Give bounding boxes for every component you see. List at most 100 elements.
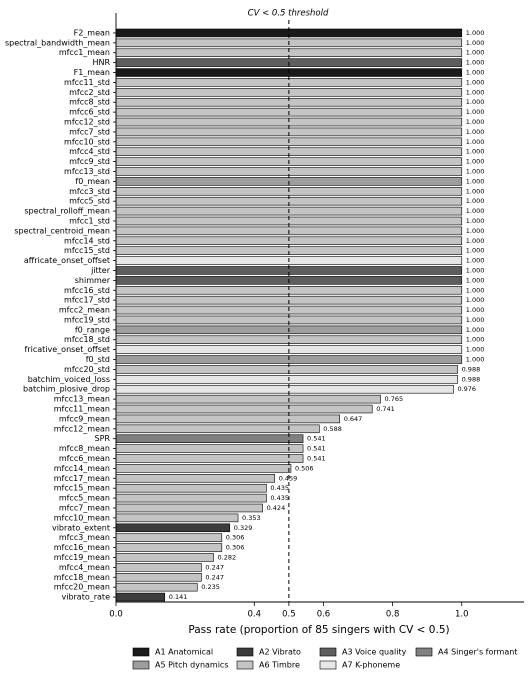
legend-label: A2 Vibrato bbox=[259, 648, 301, 657]
bar bbox=[115, 533, 223, 542]
value-label: 0.247 bbox=[205, 563, 224, 571]
y-tick-label: mfcc14_std bbox=[64, 236, 110, 245]
bar bbox=[115, 404, 373, 414]
bar bbox=[115, 444, 304, 453]
value-label: 0.541 bbox=[307, 455, 326, 463]
y-tick-label: affricate_onset_offset bbox=[24, 256, 110, 265]
value-label: 1.000 bbox=[466, 306, 485, 314]
bar bbox=[115, 394, 381, 404]
legend-swatch bbox=[236, 647, 254, 657]
value-label: 1.000 bbox=[466, 296, 485, 304]
value-label: 1.000 bbox=[466, 49, 485, 57]
y-tick-label: mfcc16_mean bbox=[54, 543, 110, 552]
value-label: 1.000 bbox=[466, 276, 485, 284]
y-tick-label: mfcc1_std bbox=[69, 216, 110, 225]
y-tick-label: mfcc17_mean bbox=[54, 474, 110, 483]
value-label: 0.282 bbox=[218, 553, 237, 561]
legend-swatch bbox=[319, 660, 337, 670]
y-tick-label: mfcc20_std bbox=[64, 365, 110, 374]
value-label: 0.988 bbox=[462, 365, 481, 373]
value-label: 1.000 bbox=[466, 69, 485, 77]
value-label: 1.000 bbox=[466, 108, 485, 116]
value-label: 1.000 bbox=[466, 227, 485, 235]
value-label: 0.306 bbox=[226, 544, 245, 552]
y-tick-label: f0_mean bbox=[75, 177, 110, 186]
value-label: 1.000 bbox=[466, 88, 485, 96]
value-label: 0.424 bbox=[267, 504, 286, 512]
y-tick-label: mfcc11_std bbox=[64, 78, 110, 87]
bar bbox=[115, 493, 267, 503]
value-label: 1.000 bbox=[466, 266, 485, 274]
value-label: 0.435 bbox=[270, 484, 289, 492]
y-tick-label: batchim_voiced_loss bbox=[28, 375, 110, 384]
x-tick-label: 0.6 bbox=[317, 610, 331, 620]
bar bbox=[115, 513, 239, 523]
value-label: 1.000 bbox=[466, 207, 485, 215]
value-label: 0.976 bbox=[457, 385, 476, 393]
y-tick-label: mfcc19_mean bbox=[54, 553, 110, 562]
y-tick-label: mfcc11_mean bbox=[54, 405, 110, 414]
y-tick-label: mfcc12_mean bbox=[54, 424, 110, 433]
value-label: 0.506 bbox=[295, 464, 314, 472]
value-label: 1.000 bbox=[466, 187, 485, 195]
y-tick-label: mfcc18_std bbox=[64, 335, 110, 344]
bar bbox=[115, 572, 202, 582]
legend-label: A3 Voice quality bbox=[342, 648, 407, 657]
y-tick-label: mfcc7_mean bbox=[59, 503, 110, 512]
y-tick-label: batchim_plosive_drop bbox=[23, 385, 110, 394]
y-tick-label: mfcc19_std bbox=[64, 315, 110, 324]
y-tick-label: mfcc16_std bbox=[64, 286, 110, 295]
y-tick-label: vibrato_rate bbox=[61, 593, 110, 602]
y-tick-label: mfcc18_mean bbox=[54, 573, 110, 582]
y-tick-label: mfcc3_mean bbox=[59, 533, 110, 542]
y-tick-label: spectral_centroid_mean bbox=[14, 226, 110, 235]
legend-swatch bbox=[415, 647, 433, 657]
value-label: 1.000 bbox=[466, 148, 485, 156]
y-tick-label: spectral_rolloff_mean bbox=[24, 207, 110, 216]
value-label: 1.000 bbox=[466, 197, 485, 205]
bar bbox=[115, 483, 267, 493]
value-label: 1.000 bbox=[466, 237, 485, 245]
value-label: 0.235 bbox=[201, 583, 220, 591]
value-label: 0.647 bbox=[344, 415, 363, 423]
bar bbox=[115, 563, 202, 572]
y-tick-label: mfcc4_mean bbox=[59, 563, 110, 572]
value-label: 1.000 bbox=[466, 138, 485, 146]
value-label: 1.000 bbox=[466, 128, 485, 136]
bar bbox=[115, 375, 458, 384]
value-label: 1.000 bbox=[466, 39, 485, 47]
bar bbox=[115, 523, 231, 533]
value-label: 1.000 bbox=[466, 316, 485, 324]
legend-swatch bbox=[319, 647, 337, 657]
bar bbox=[115, 553, 214, 562]
value-label: 0.306 bbox=[226, 534, 245, 542]
value-label: 1.000 bbox=[466, 356, 485, 364]
bar bbox=[115, 414, 341, 424]
y-tick-label: F2_mean bbox=[74, 28, 110, 37]
value-label: 1.000 bbox=[466, 158, 485, 166]
y-tick-label: mfcc10_std bbox=[64, 137, 110, 146]
value-label: 1.000 bbox=[466, 29, 485, 37]
legend-swatch bbox=[236, 660, 254, 670]
value-label: 1.000 bbox=[466, 59, 485, 67]
y-tick-label: mfcc8_std bbox=[69, 98, 110, 107]
x-tick-label: 0.0 bbox=[109, 610, 123, 620]
value-label: 0.541 bbox=[307, 445, 326, 453]
value-label: 1.000 bbox=[466, 177, 485, 185]
y-tick-label: mfcc15_std bbox=[64, 246, 110, 255]
value-label: 1.000 bbox=[466, 326, 485, 334]
x-tick-label: 0.5 bbox=[282, 610, 296, 620]
y-tick-label: mfcc20_mean bbox=[54, 583, 110, 592]
y-tick-label: mfcc7_std bbox=[69, 127, 110, 136]
y-tick-label: mfcc9_mean bbox=[59, 414, 110, 423]
value-label: 0.459 bbox=[279, 474, 298, 482]
x-axis-label: Pass rate (proportion of 85 singers with… bbox=[188, 624, 449, 636]
value-label: 1.000 bbox=[466, 336, 485, 344]
y-tick-label: f0_std bbox=[86, 355, 110, 364]
value-label: 1.000 bbox=[466, 118, 485, 126]
value-label: 0.329 bbox=[234, 524, 253, 532]
y-tick-label: vibrato_extent bbox=[52, 523, 110, 532]
y-tick-label: mfcc14_mean bbox=[54, 464, 110, 473]
bar bbox=[115, 434, 304, 443]
